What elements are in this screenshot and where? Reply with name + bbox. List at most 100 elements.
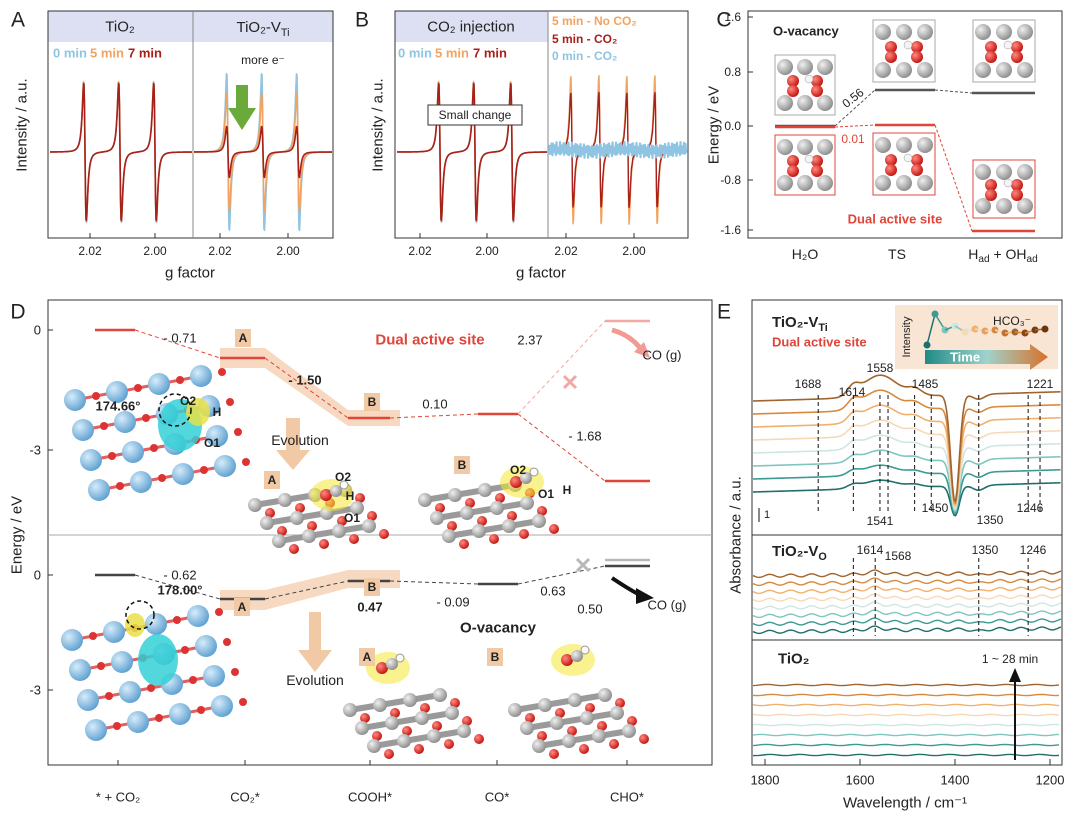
atom [896,175,912,191]
atom [580,645,590,655]
connector [517,413,606,482]
section-subtitle: Dual active site [772,335,867,350]
atom [460,506,474,520]
y-axis-label: Energy / eV [706,86,723,164]
y-tick-label: -3 [29,683,41,698]
atom [450,698,460,708]
x-tick-label: 1800 [751,773,780,788]
state-label: A [238,600,247,614]
peak-label: 1246 [1017,501,1044,515]
atom [189,676,197,684]
product-label: CO (g) [648,598,687,613]
atom [555,708,565,718]
atom [896,137,912,153]
ir-trace [752,434,1061,511]
atom [875,24,891,40]
atom [885,41,897,53]
atom [1003,178,1013,188]
atom [272,534,286,548]
ir-trace [752,617,1062,627]
atom [113,722,121,730]
atom [290,511,304,525]
x-tick-label: COOH* [348,790,392,805]
atom [360,713,370,723]
energy-label: 0.63 [540,584,565,599]
atom [787,75,799,87]
ir-trace [752,593,1062,603]
atom [100,422,108,430]
diagram-title: Dual active site [375,332,484,349]
panel-frame [751,299,1063,766]
atom [917,137,933,153]
energy-label: 0.01 [841,132,865,146]
atom [537,731,547,741]
atom [609,739,619,749]
atom [817,175,833,191]
state-tag [264,471,280,489]
panel-frame [747,10,1063,239]
evolution-label: Evolution [271,432,329,448]
ir-trace [752,419,1061,509]
atom [332,524,346,538]
atom [145,613,167,635]
connector [834,89,876,127]
atom [448,488,462,502]
x-tick-label: 1200 [1036,773,1065,788]
x-tick-label: 2.02 [208,244,232,258]
connector [264,357,349,419]
atom [478,483,492,497]
atom [622,724,636,738]
cross [562,374,578,390]
atom [108,452,116,460]
x-axis-label: g factor [516,265,566,282]
atom [181,646,189,654]
atom [875,175,891,191]
atom [223,638,231,646]
peak-label: 1450 [922,501,949,515]
atom [1003,40,1013,50]
atom [158,474,166,482]
atom [190,365,212,387]
atom [89,632,97,640]
connector [134,329,221,359]
ir-trace [752,683,1060,687]
peak-label: 1568 [885,549,912,563]
atom [343,703,357,717]
y-tick-label: 0 [34,323,41,338]
note: Small change [439,108,512,122]
panel-letter: D [10,301,25,324]
atom [811,165,823,177]
atom [817,59,833,75]
atom [119,681,141,703]
connector [134,574,221,600]
atom [996,24,1012,40]
atom [103,621,125,643]
state-tag [364,393,380,411]
evolution-arrow [298,612,332,672]
epr-trace [193,125,333,179]
evolution-label: Evolution [286,672,344,688]
atom [122,441,144,463]
panel-letter: A [11,9,25,32]
text-part: ad [1027,254,1038,265]
atom [69,659,91,681]
atom [307,521,317,531]
x-tick-label: H₂O [792,246,819,262]
y-tick-label: 1.6 [724,10,741,24]
atom [111,651,133,673]
atom [147,684,155,692]
atom [350,501,364,515]
atom [537,506,547,516]
atom [797,139,813,155]
atom [1011,179,1023,191]
atom [114,411,136,433]
angle-label: 174.66° [96,399,141,414]
atom [465,498,475,508]
state-tag [454,456,470,474]
atom [598,688,612,702]
atom [376,662,388,674]
panel-frame [47,299,713,766]
atom [150,444,158,452]
connector [517,565,606,585]
energy-label: - 0.62 [163,568,196,583]
